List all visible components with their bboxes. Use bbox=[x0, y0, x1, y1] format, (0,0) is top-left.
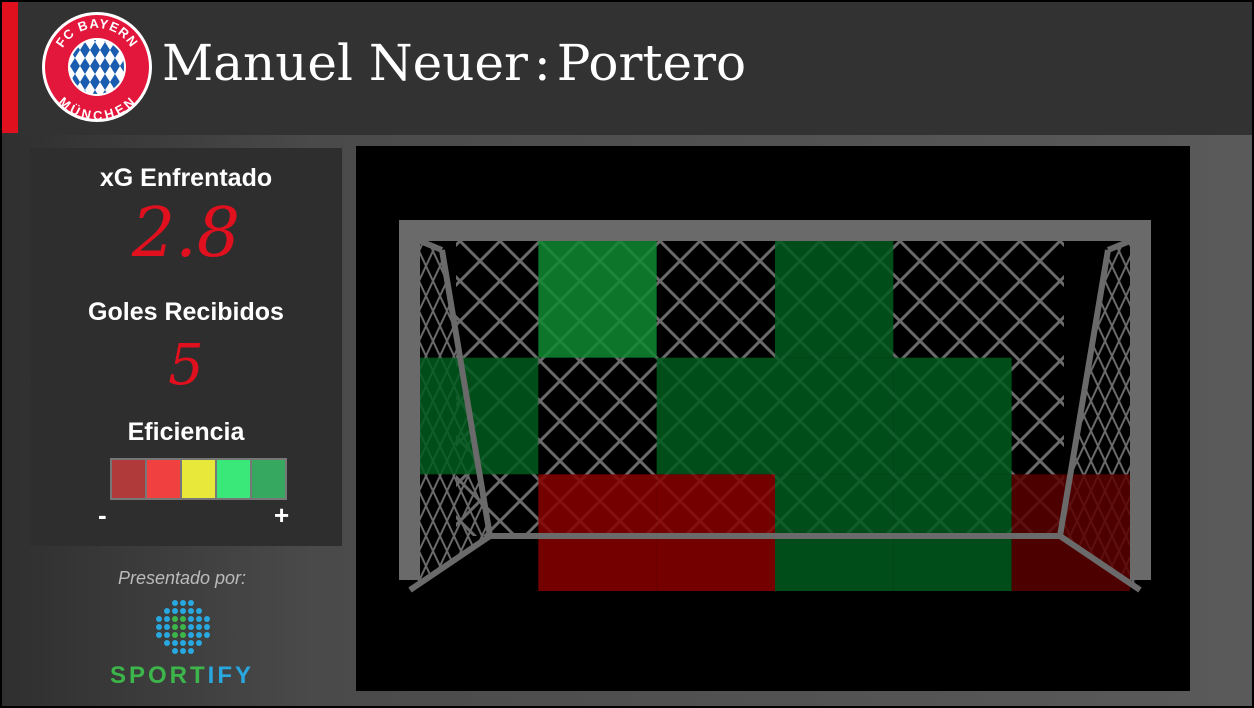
logo-dot bbox=[204, 616, 210, 622]
logo-dot bbox=[172, 616, 178, 622]
logo-dot bbox=[196, 632, 202, 638]
logo-dot bbox=[188, 648, 194, 654]
left-post bbox=[399, 220, 420, 580]
right-post bbox=[1130, 220, 1151, 580]
logo-dot bbox=[180, 600, 186, 606]
heatmap-cell-r0-c1 bbox=[538, 241, 657, 358]
brand-part2: IFY bbox=[207, 662, 255, 689]
logo-dot bbox=[180, 624, 186, 630]
accent-bar bbox=[2, 2, 18, 133]
logo-dot bbox=[164, 616, 170, 622]
logo-dot bbox=[180, 632, 186, 638]
scale-max-label: + bbox=[274, 500, 290, 530]
efficiency-label: Eficiencia bbox=[127, 418, 245, 446]
goals-label: Goles Recibidos bbox=[88, 298, 284, 326]
sponsor-brand: SPORTIFY bbox=[30, 662, 334, 690]
sportify-logo-icon bbox=[156, 600, 210, 654]
logo-dot bbox=[204, 624, 210, 630]
logo-dot bbox=[164, 608, 170, 614]
logo-dot bbox=[164, 624, 170, 630]
logo-dot bbox=[196, 624, 202, 630]
logo-dot bbox=[156, 624, 162, 630]
heatmap-cell-r2-c4 bbox=[893, 474, 1012, 591]
scale-step-2 bbox=[147, 460, 182, 498]
logo-dot bbox=[188, 632, 194, 638]
logo-dot bbox=[164, 632, 170, 638]
logo-dot bbox=[188, 624, 194, 630]
logo-dot bbox=[180, 616, 186, 622]
scale-min-label: - bbox=[98, 500, 107, 530]
logo-dot bbox=[180, 640, 186, 646]
title-separator: : bbox=[533, 34, 551, 92]
heatmap-cell-r0-c3 bbox=[775, 241, 894, 358]
player-position: Portero bbox=[556, 34, 747, 92]
logo-dot bbox=[180, 608, 186, 614]
crossbar bbox=[399, 220, 1151, 241]
scale-step-1 bbox=[112, 460, 147, 498]
goals-value: 5 bbox=[168, 333, 204, 398]
heatmap-cell-r2-c2 bbox=[656, 474, 775, 591]
stats-panel: xG Enfrentado 2.8 Goles Recibidos 5 Efic… bbox=[30, 148, 342, 546]
goal-heatmap-svg bbox=[399, 220, 1151, 593]
heatmap-cell-r1-c3 bbox=[775, 357, 894, 475]
player-name: Manuel Neuer bbox=[162, 34, 528, 92]
heatmap-cell-r2-c3 bbox=[775, 474, 894, 591]
header: FC BAYERN MÜNCHEN Manuel Neuer: Portero bbox=[2, 2, 1252, 135]
logo-dot bbox=[172, 624, 178, 630]
logo-dot bbox=[172, 608, 178, 614]
logo-dot bbox=[188, 640, 194, 646]
logo-dot bbox=[156, 632, 162, 638]
brand-part1: SPORT bbox=[109, 662, 208, 689]
xg-label: xG Enfrentado bbox=[99, 164, 273, 192]
goal-frame bbox=[408, 238, 1142, 593]
scale-step-3 bbox=[182, 460, 217, 498]
logo-dot bbox=[172, 648, 178, 654]
logo-dot bbox=[204, 632, 210, 638]
logo-dot bbox=[172, 632, 178, 638]
logo-dot bbox=[172, 640, 178, 646]
logo-dot bbox=[188, 608, 194, 614]
club-logo: FC BAYERN MÜNCHEN bbox=[42, 12, 152, 123]
logo-dot bbox=[180, 648, 186, 654]
logo-dot bbox=[196, 616, 202, 622]
scale-step-4 bbox=[217, 460, 252, 498]
logo-dot bbox=[196, 608, 202, 614]
logo-dot bbox=[164, 640, 170, 646]
heatmap-cell-r1-c2 bbox=[656, 357, 775, 475]
logo-dot bbox=[196, 640, 202, 646]
scale-step-5 bbox=[252, 460, 285, 498]
page-title: Manuel Neuer: Portero bbox=[162, 28, 746, 98]
logo-dot bbox=[172, 600, 178, 606]
heatmap-cell-r1-c4 bbox=[893, 357, 1012, 475]
heatmap-cell-r2-c1 bbox=[538, 474, 657, 591]
logo-dot bbox=[188, 616, 194, 622]
logo-dot bbox=[188, 600, 194, 606]
efficiency-scale bbox=[110, 458, 287, 500]
presented-by: Presentado por: bbox=[117, 568, 247, 588]
logo-dot bbox=[156, 616, 162, 622]
goal-heatmap bbox=[356, 146, 1190, 691]
xg-value: 2.8 bbox=[131, 194, 241, 273]
